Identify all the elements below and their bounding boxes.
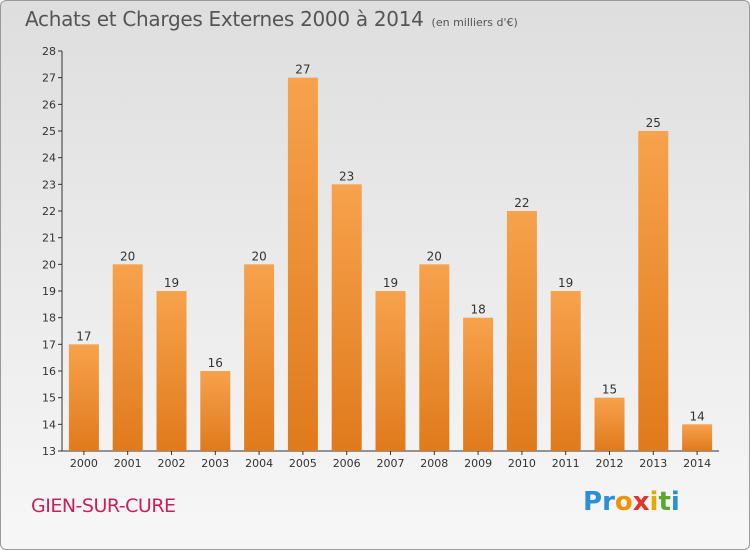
chart-axes: 13 14 15 16 17 18 19 20 21 22 23 24 25 26 27 28 2000 2001… xyxy=(42,45,719,470)
x-tick-label: 2004 xyxy=(245,457,273,470)
y-tick-label: 19 xyxy=(42,285,56,298)
logo-letter: o xyxy=(614,487,633,517)
x-tick-label: 2013 xyxy=(639,457,667,470)
logo-letter: r xyxy=(602,487,615,517)
logo-letter: i xyxy=(670,487,680,517)
y-tick-label: 27 xyxy=(42,72,56,85)
data-label: 22 xyxy=(514,196,529,210)
y-tick-label: 13 xyxy=(42,445,56,458)
x-tick-label: 2012 xyxy=(596,457,624,470)
bar xyxy=(244,264,275,451)
data-label: 19 xyxy=(558,276,573,290)
data-label: 17 xyxy=(76,329,91,343)
x-tick-label: 2011 xyxy=(552,457,580,470)
data-label: 20 xyxy=(427,249,442,263)
bar xyxy=(112,264,143,451)
logo-letter: P xyxy=(583,487,603,517)
y-tick-label: 21 xyxy=(42,232,56,245)
proxiti-logo[interactable]: Proxiti xyxy=(583,487,680,517)
bar xyxy=(550,291,581,451)
data-label: 27 xyxy=(295,63,310,77)
title-row: Achats et Charges Externes 2000 à 2014 (e… xyxy=(25,7,518,31)
x-tick-label: 2006 xyxy=(333,457,361,470)
data-label: 23 xyxy=(339,169,354,183)
y-tick-label: 15 xyxy=(42,392,56,405)
y-tick-label: 14 xyxy=(42,418,56,431)
x-tick-label: 2008 xyxy=(420,457,448,470)
logo-letter: t xyxy=(658,487,671,517)
bar xyxy=(506,211,537,451)
commune-name: GIEN-SUR-CURE xyxy=(31,495,176,517)
y-tick-label: 26 xyxy=(42,98,56,111)
data-label: 18 xyxy=(470,303,485,317)
data-label: 16 xyxy=(208,356,223,370)
bar xyxy=(68,344,99,451)
bar xyxy=(200,371,231,451)
bar xyxy=(682,424,713,451)
x-tick-label: 2010 xyxy=(508,457,536,470)
bar xyxy=(419,264,450,451)
data-label: 25 xyxy=(646,116,661,130)
x-tick-label: 2014 xyxy=(683,457,711,470)
chart-subtitle: (en milliers d'€) xyxy=(431,16,518,29)
data-label: 14 xyxy=(689,409,704,423)
data-labels: 17 20 19 16 20 27 23 19 20 18 22 19 15 25 14 xyxy=(76,63,704,424)
data-label: 19 xyxy=(164,276,179,290)
x-tick-label: 2007 xyxy=(377,457,405,470)
data-label: 20 xyxy=(120,249,135,263)
chart-title: Achats et Charges Externes 2000 à 2014 xyxy=(25,7,424,31)
y-tick-label: 18 xyxy=(42,312,56,325)
logo-letter: x xyxy=(632,487,650,517)
x-tick-label: 2000 xyxy=(70,457,98,470)
y-tick-label: 17 xyxy=(42,338,56,351)
bar xyxy=(594,397,625,451)
y-tick-label: 20 xyxy=(42,258,56,271)
data-label: 15 xyxy=(602,383,617,397)
bar xyxy=(638,131,669,451)
y-tick-label: 23 xyxy=(42,178,56,191)
x-tick-label: 2005 xyxy=(289,457,317,470)
y-tick-label: 25 xyxy=(42,125,56,138)
x-tick-label: 2001 xyxy=(114,457,142,470)
bar xyxy=(156,291,187,451)
y-tick-label: 24 xyxy=(42,152,56,165)
data-label: 19 xyxy=(383,276,398,290)
x-tick-label: 2002 xyxy=(158,457,186,470)
bar xyxy=(287,77,318,452)
bar xyxy=(463,317,494,451)
y-tick-label: 28 xyxy=(42,45,56,58)
y-tick-label: 16 xyxy=(42,365,56,378)
data-label: 20 xyxy=(251,249,266,263)
bar-series xyxy=(68,77,713,452)
y-tick-label: 22 xyxy=(42,205,56,218)
x-tick-label: 2003 xyxy=(201,457,229,470)
bar xyxy=(375,291,406,451)
x-tick-label: 2009 xyxy=(464,457,492,470)
logo-letter: i xyxy=(649,487,659,517)
bar xyxy=(331,184,362,452)
